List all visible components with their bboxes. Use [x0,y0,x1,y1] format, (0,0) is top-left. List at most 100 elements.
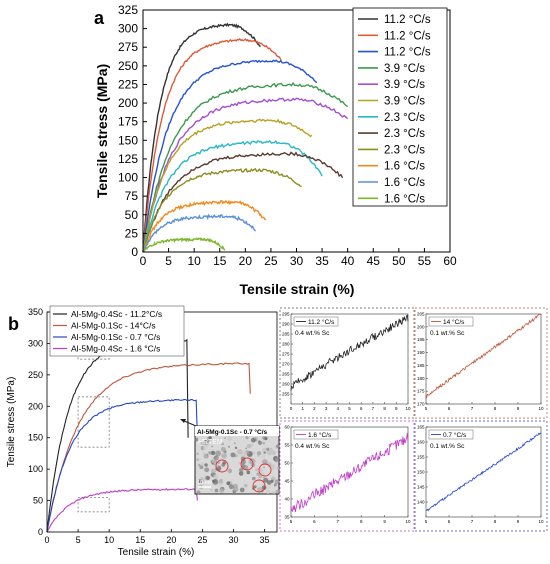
zoom-x-tick-label: 7 [471,406,474,411]
panel-b-x-axis-label: Tensile strain (%) [118,547,195,558]
panel-a-x-tick-label: 50 [392,254,406,268]
hrtem-texture-dot [245,436,249,440]
zoom-x-tick-label: 10 [405,519,411,524]
zoom-y-tick-label: 45 [284,479,290,484]
hrtem-texture-dot [194,437,199,442]
panel-b-zoom-box [77,396,110,448]
zoom-x-tick-label: 10 [538,406,544,411]
panel-b-x-tick-label: 30 [228,535,238,545]
zoom-legend-frame [428,316,474,327]
hrtem-texture-dot [266,480,272,485]
hrtem-texture-dot [260,453,266,459]
hrtem-scale-label: 10 nm [197,480,213,486]
panel-a-legend-label: 11.2 °C/s [384,30,431,42]
hrtem-texture-dot [259,468,264,472]
panel-b-legend-label: Al-5Mg-0.1Sc - 0.7 °C/s [71,332,160,342]
panel-a-legend-frame [352,7,448,207]
zoom-y-tick-label: 195 [417,337,425,342]
zoom-x-tick-label: 8 [383,406,386,411]
panel-a-x-tick-label: 5 [165,254,172,268]
zoom-y-tick-label: 200 [417,324,425,329]
zoom-series-line [290,432,409,513]
panel-a-legend-label: 1.6 °C/s [384,161,425,173]
zoom-x-tick-label: 6 [360,406,363,411]
panel-a-y-tick-label: 125 [118,152,138,166]
zoom-y-tick-label: 160 [417,440,425,445]
hrtem-texture-dot [239,487,245,493]
zoom-x-tick-label: 9 [395,406,398,411]
panel-a-legend-label: 1.6 °C/s [384,193,425,205]
zoom-panel-frame [414,420,548,532]
zoom-y-tick-label: 140 [417,500,425,505]
hrtem-texture-dot [204,463,208,467]
panel-a-series-line [142,139,323,253]
hrtem-texture-dot [266,489,271,495]
zoom-y-tick-label: 50 [284,461,290,466]
zoom-y-tick-label: 295 [282,312,290,317]
hrtem-precipitate-circle [240,457,254,471]
zoom-y-tick-label: 55 [284,443,290,448]
hrtem-texture-dot [241,463,246,468]
panel-b-series-line [46,398,198,533]
zoom-y-tick-label: 285 [282,332,290,337]
hrtem-texture-dot [262,436,266,440]
panel-a-series-line [142,118,313,253]
hrtem-texture-dot [197,463,201,467]
panel-b-x-tick-label: 0 [44,535,49,545]
hrtem-texture-dot [256,472,260,476]
zoom-panel: 5 6 7 8 9 10 140 145 150 155 160 165 0.7 °C/s 0.1 wt.… [414,420,548,532]
hrtem-texture-dot [250,458,257,464]
zoom-note: 0.4 wt.% Sc [295,330,330,337]
panel-b-y-tick-label: 0 [38,527,43,537]
hrtem-texture-dot [220,446,226,452]
zoom-x-tick-label: 9 [517,406,520,411]
hrtem-texture-dot [274,479,280,484]
panel-a-x-tick-label: 15 [213,254,227,268]
hrtem-texture-dot [276,444,280,448]
panel-a: a 0 5 10 15 20 25 30 35 40 45 50 55 6002550751001251… [94,3,457,297]
hrtem-title: Al-5Mg-0.1Sc - 0.7 °C/s [197,428,268,436]
hrtem-texture-dot [215,457,219,461]
panel-a-series-line [142,81,349,253]
hrtem-texture-dot [221,463,226,467]
hrtem-texture-dot [212,479,215,483]
zoom-x-tick-label: 9 [383,519,386,524]
zoom-y-tick-label: 270 [282,362,290,367]
hrtem-texture-dot [220,478,223,482]
hrtem-texture-dot [246,470,251,475]
panel-b-x-tick-label: 10 [104,535,114,545]
hrtem-texture-dot [215,450,222,457]
hrtem-texture-dot [213,474,219,480]
hrtem-title-bar [195,426,279,436]
zoom-y-tick-label: 170 [417,402,425,407]
panel-a-legend: 11.2 °C/s 11.2 °C/s 11.2 °C/s 3.9 °C/s 3.9 °… [352,7,448,207]
hrtem-texture-dot [203,445,208,451]
zoom-x-tick-label: 10 [538,519,544,524]
panel-a-legend-label: 3.9 °C/s [384,79,425,91]
panel-a-y-tick-label: 275 [118,40,138,54]
hrtem-texture-dot [234,446,238,450]
panel-b-y-tick-label: 200 [28,401,43,411]
zoom-x-tick-label: 8 [494,406,497,411]
hrtem-texture-dot [272,491,276,494]
zoom-y-tick-label: 265 [282,372,290,377]
zoom-legend-label: 11.2 °C/s [308,318,335,326]
hrtem-texture-dot [267,462,272,468]
hrtem-texture-dot [196,490,201,495]
zoom-y-tick-label: 205 [417,312,425,317]
hrtem-texture-dot [217,461,221,464]
panel-a-series-line [142,151,344,253]
hrtem-pointer-arrowhead [180,419,186,423]
hrtem-texture-dot [221,442,224,446]
panel-b-legend: Al-5Mg-0.4Sc - 11.2°C/s Al-5Mg-0.1Sc - 14… [49,305,185,357]
hrtem-texture-dot [275,489,280,494]
zoom-panels: 0 1 2 3 4 5 6 7 8 9 102552602652702752802852902951… [279,307,548,532]
zoom-x-tick-label: 5 [425,406,428,411]
panel-a-series-line [142,37,282,253]
hrtem-texture-dot [201,441,204,445]
hrtem-subtitle: HRTEM [198,439,223,446]
panel-a-series-line [142,237,226,253]
zoom-y-tick-label: 290 [282,322,290,327]
zoom-x-tick-label: 7 [471,519,474,524]
panel-b-legend-label: Al-5Mg-0.1Sc - 14°C/s [71,321,156,331]
